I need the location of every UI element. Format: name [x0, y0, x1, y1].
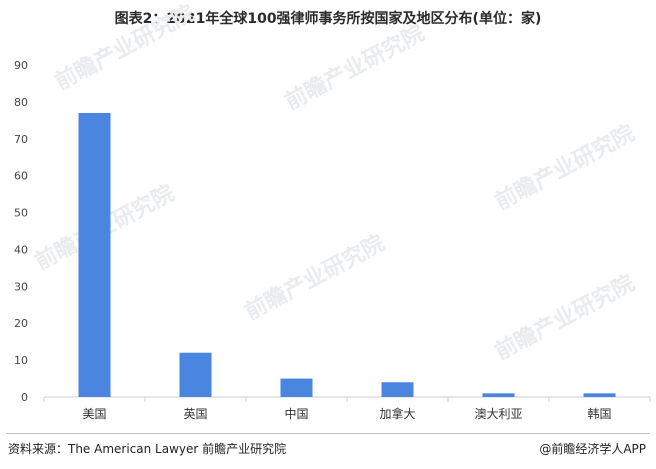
bars: [78, 112, 616, 397]
watermark-text: 前瞻产业研究院: [491, 120, 639, 215]
chart-title: 图表2：2021年全球100强律师事务所按国家及地区分布(单位：家): [114, 11, 542, 27]
x-axis: 美国 英国 中国 加拿大 澳大利亚 韩国: [82, 406, 611, 421]
bar: [78, 112, 111, 397]
y-axis: 0 10 20 30 40 50 60 70 80 90: [14, 59, 28, 404]
y-tick-label: 20: [14, 317, 28, 330]
y-tick-label: 10: [14, 354, 28, 367]
y-tick-label: 90: [14, 59, 28, 72]
x-tick-label: 中国: [284, 406, 308, 421]
y-tick-label: 50: [14, 207, 28, 220]
brand-credit: @前瞻经济学人APP: [539, 442, 646, 456]
bar: [583, 393, 616, 397]
bar: [179, 352, 212, 397]
bar-chart: 前瞻产业研究院前瞻产业研究院前瞻产业研究院前瞻产业研究院前瞻产业研究院前瞻产业研…: [14, 0, 651, 421]
watermark-text: 前瞻产业研究院: [241, 230, 389, 325]
source-note: 资料来源：The American Lawyer 前瞻产业研究院: [8, 442, 287, 456]
y-tick-label: 40: [14, 243, 28, 256]
watermark-text: 前瞻产业研究院: [51, 0, 199, 95]
y-tick-label: 0: [21, 391, 28, 404]
watermark-text: 前瞻产业研究院: [491, 270, 639, 365]
watermark-text: 前瞻产业研究院: [281, 20, 429, 115]
x-tick-label: 加拿大: [379, 406, 415, 421]
bar: [482, 393, 515, 397]
bar: [280, 378, 313, 397]
x-tick-label: 澳大利亚: [474, 407, 522, 421]
bar: [381, 382, 414, 397]
y-tick-label: 70: [14, 133, 28, 146]
x-tick-label: 英国: [183, 407, 207, 421]
x-axis-ticks: [43, 397, 651, 402]
y-tick-label: 30: [14, 280, 28, 293]
y-tick-label: 80: [14, 96, 28, 109]
watermark-layer: 前瞻产业研究院前瞻产业研究院前瞻产业研究院前瞻产业研究院前瞻产业研究院前瞻产业研…: [31, 0, 639, 365]
footer-divider: [6, 433, 650, 434]
x-tick-label: 韩国: [587, 406, 611, 421]
x-tick-label: 美国: [82, 407, 106, 421]
y-tick-label: 60: [14, 170, 28, 183]
